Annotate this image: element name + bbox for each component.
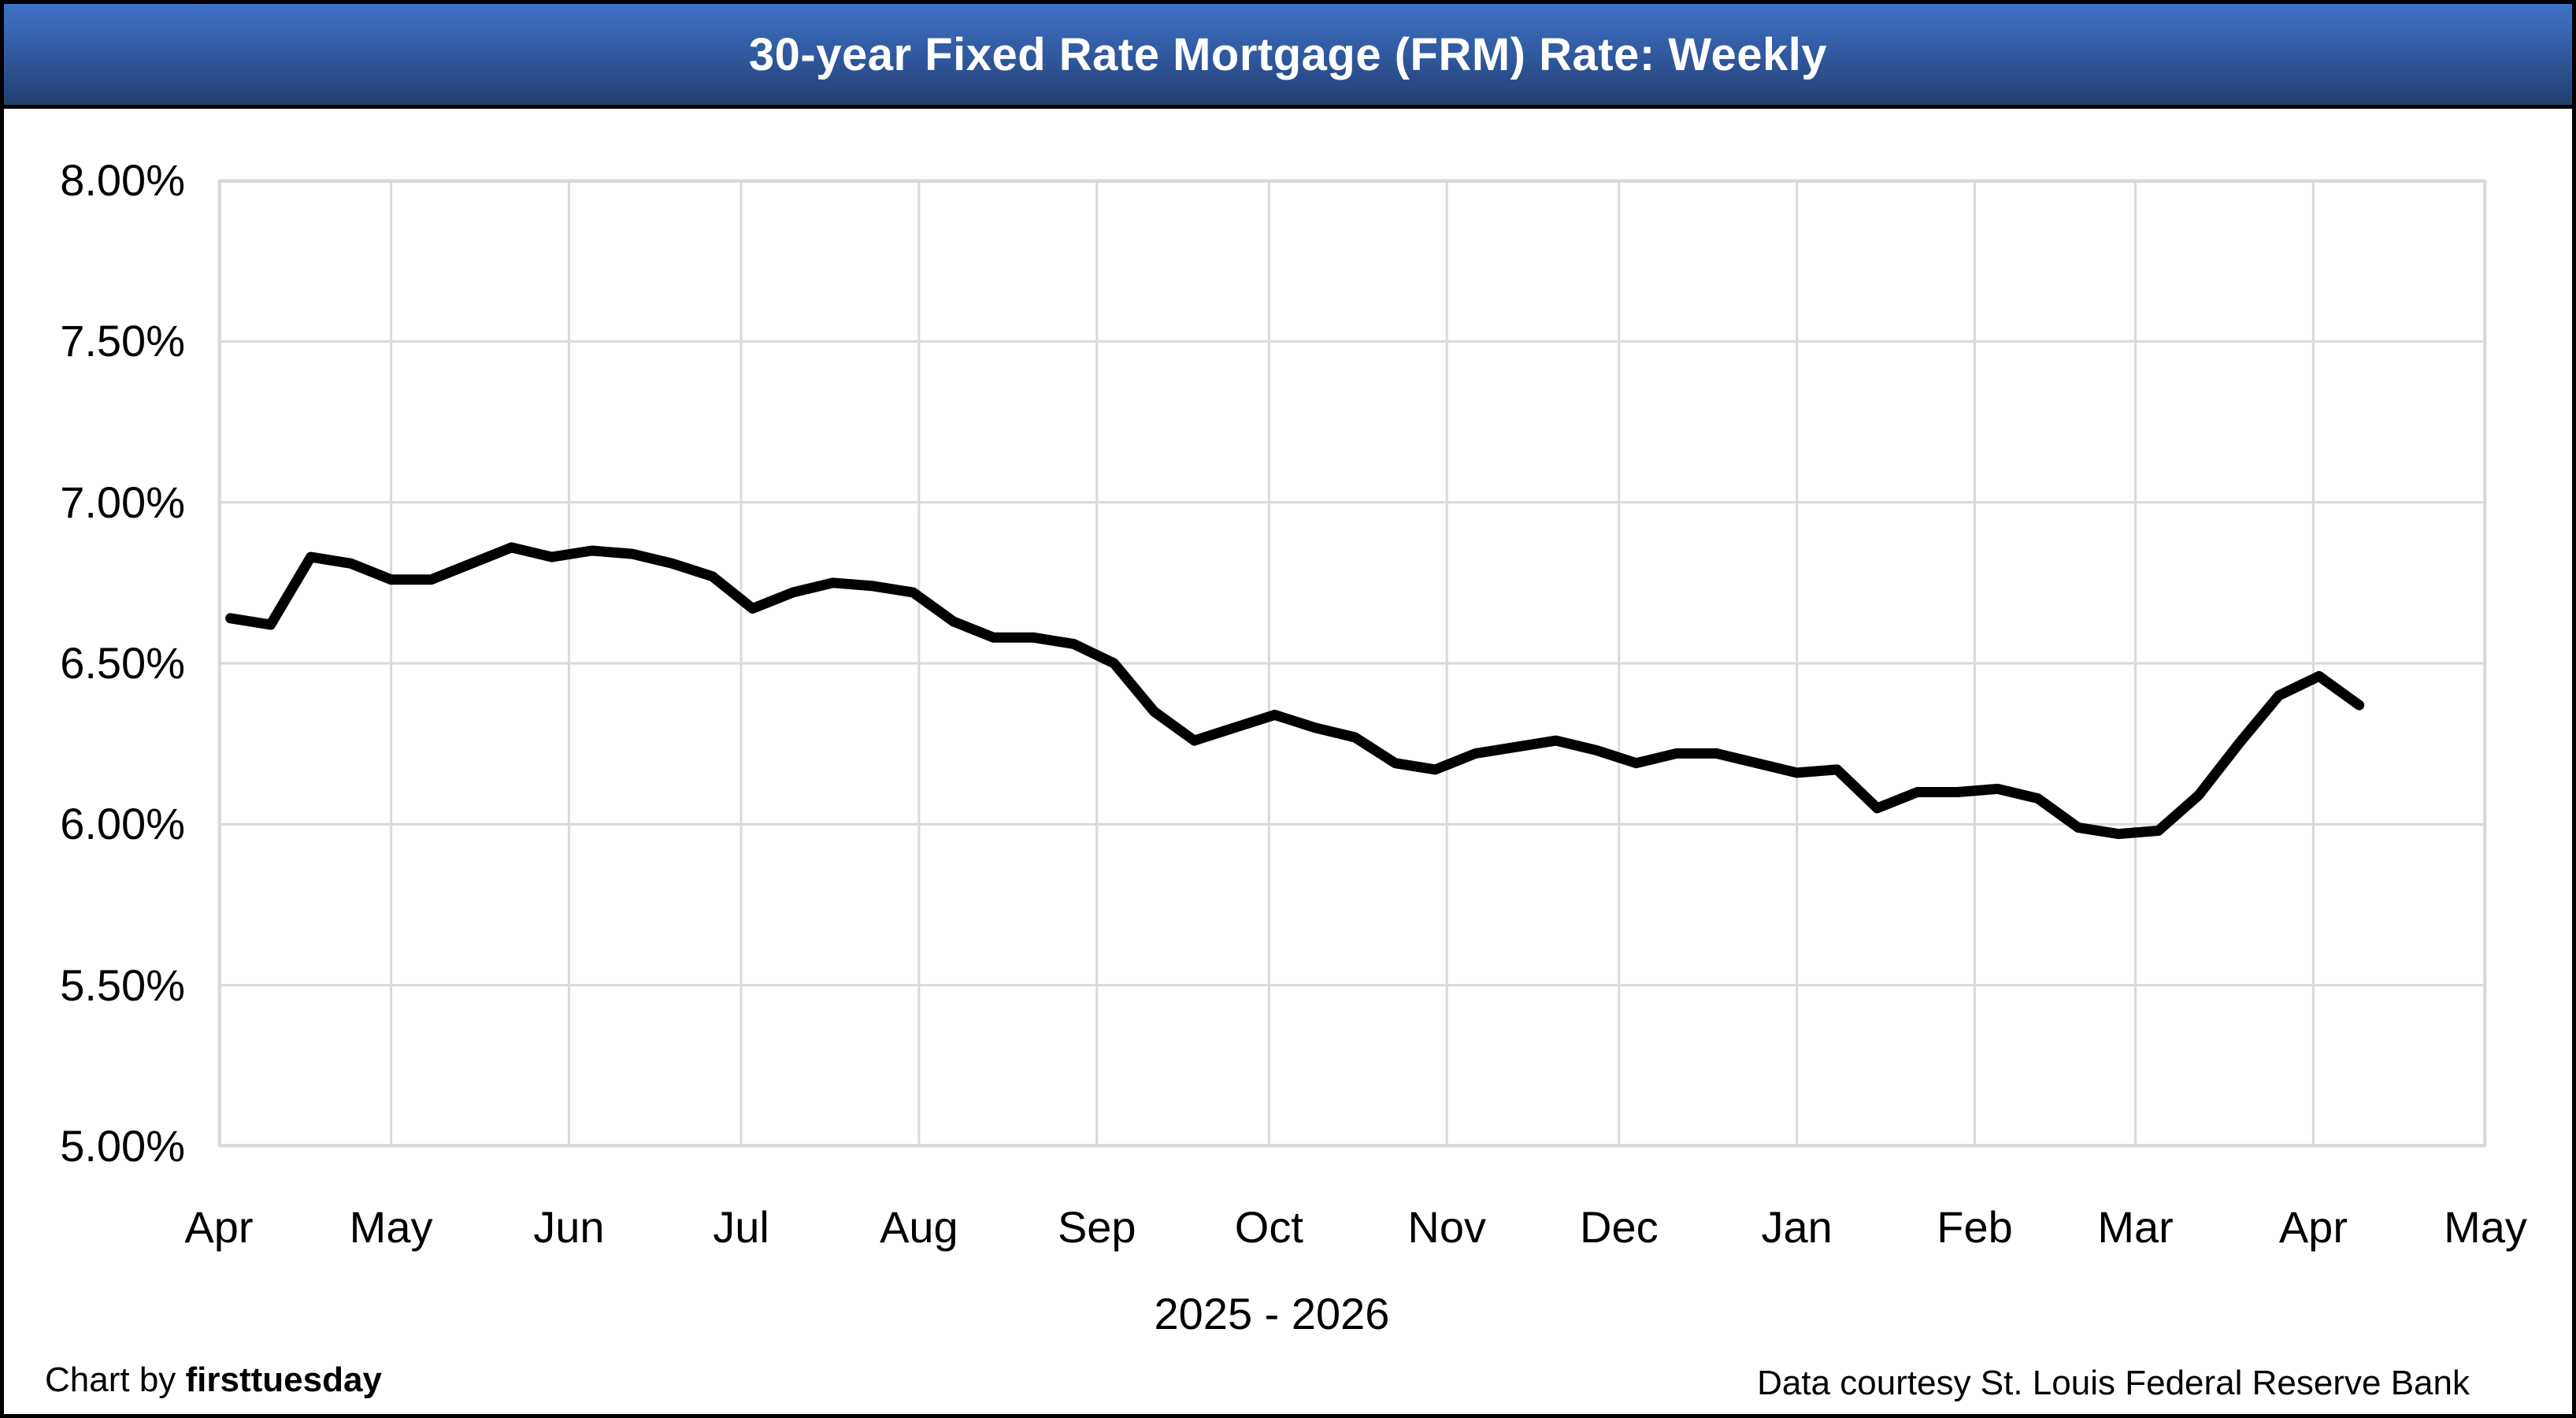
plot-border <box>219 180 2485 1146</box>
x-axis-period-label: 2025 - 2026 <box>1154 1289 1390 1338</box>
x-axis-label: Mar <box>2097 1202 2174 1252</box>
chart-title-bar: 30-year Fixed Rate Mortgage (FRM) Rate: … <box>4 4 2572 109</box>
frm-rate-line <box>225 542 2365 840</box>
line-chart-plot <box>217 179 2487 1148</box>
x-axis-label: May <box>2444 1202 2527 1252</box>
x-axis-label: Apr <box>2278 1202 2348 1252</box>
y-axis-label: 6.50% <box>60 638 185 688</box>
chart-credit-brand: firsttuesday <box>185 1360 382 1399</box>
x-axis-label: Sep <box>1057 1202 1136 1252</box>
chart-title: 30-year Fixed Rate Mortgage (FRM) Rate: … <box>748 28 1828 80</box>
y-axis-label: 5.00% <box>60 1121 185 1171</box>
x-axis-label: Aug <box>880 1202 958 1252</box>
x-axis-label: Jun <box>533 1202 605 1252</box>
y-axis-label: 6.00% <box>60 799 185 849</box>
y-axis-label: 5.50% <box>60 960 185 1010</box>
x-axis-label: Dec <box>1580 1202 1659 1252</box>
y-axis-label: 8.00% <box>60 155 185 205</box>
x-axis-label: Feb <box>1937 1202 2013 1252</box>
chart-credit: Chart by firsttuesday <box>45 1360 382 1400</box>
x-axis-label: Oct <box>1234 1202 1303 1252</box>
x-axis-label: Apr <box>184 1202 254 1252</box>
y-axis-label: 7.00% <box>60 477 185 527</box>
x-axis-label: Nov <box>1407 1202 1487 1252</box>
x-axis-label: Jan <box>1761 1202 1833 1252</box>
x-axis-label: May <box>349 1202 433 1252</box>
chart-credit-prefix: Chart by <box>45 1360 186 1399</box>
data-source-credit: Data courtesy St. Louis Federal Reserve … <box>1757 1364 2470 1402</box>
x-axis-label: Jul <box>713 1202 769 1252</box>
y-axis-label: 7.50% <box>60 316 185 366</box>
